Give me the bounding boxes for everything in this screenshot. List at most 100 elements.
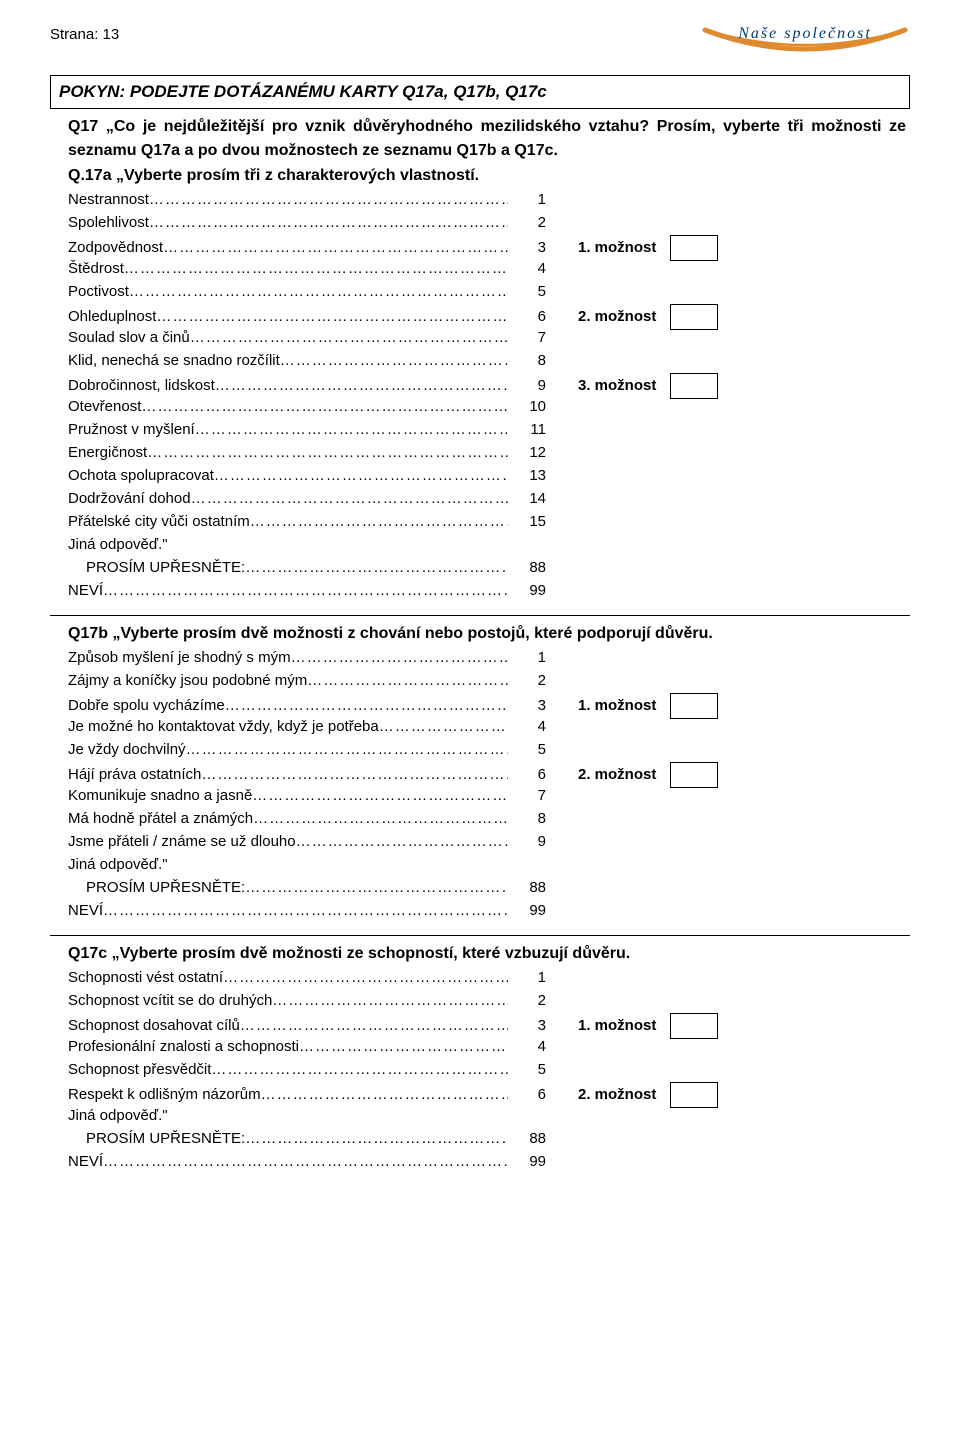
list-item: Zodpovědnost31. možnost <box>68 235 906 258</box>
item-number: 5 <box>508 1059 550 1081</box>
item-label: Poctivost <box>68 281 129 303</box>
item-number: 12 <box>508 442 550 464</box>
divider <box>50 935 910 936</box>
item-number: 5 <box>508 739 550 761</box>
answer-box[interactable] <box>670 235 718 261</box>
other-label: Jiná odpověď." <box>68 1105 168 1127</box>
list-item: Respekt k odlišným názorům 6 2. možnost <box>68 1082 906 1105</box>
list-item: Dobře spolu vycházíme31. možnost <box>68 693 906 716</box>
dots <box>245 877 508 899</box>
list-item: Otevřenost10 <box>68 396 906 419</box>
list-item: Je vždy dochvilný 5 <box>68 739 906 762</box>
list-item: Způsob myšlení je shodný s mým1 <box>68 647 906 670</box>
item-number: 8 <box>508 808 550 830</box>
option-label: 2. možnost <box>578 1084 656 1106</box>
item-number: 2 <box>508 990 550 1012</box>
divider <box>50 615 910 616</box>
dots <box>261 1084 508 1106</box>
dots <box>272 990 508 1012</box>
nevi-num: 99 <box>508 580 550 602</box>
item-label: Zodpovědnost <box>68 237 163 259</box>
item-number: 13 <box>508 465 550 487</box>
dots <box>245 557 508 579</box>
item-number: 9 <box>508 831 550 853</box>
item-label: Klid, nenechá se snadno rozčílit <box>68 350 280 372</box>
item-number: 11 <box>508 419 550 441</box>
item-label: Schopnost dosahovat cílů <box>68 1015 240 1037</box>
item-label: Je možné ho kontaktovat vždy, když je po… <box>68 716 379 738</box>
dots <box>191 488 508 510</box>
dots <box>103 900 508 922</box>
option-label: 2. možnost <box>578 306 656 328</box>
dots <box>149 189 508 211</box>
option-label: 1. možnost <box>578 695 656 717</box>
list-item: Ochota spolupracovat13 <box>68 465 906 488</box>
other-num: 88 <box>508 1128 550 1150</box>
item-label: Přátelské city vůči ostatním <box>68 511 250 533</box>
other-sub-label: PROSÍM UPŘESNĚTE: <box>68 877 245 899</box>
dots <box>296 831 508 853</box>
item-label: Ohleduplnost <box>68 306 156 328</box>
q17c-title: Q17c „Vyberte prosím dvě možnosti ze sch… <box>68 942 906 965</box>
dots <box>186 739 508 761</box>
item-label: Dodržování dohod <box>68 488 191 510</box>
nevi-label: NEVÍ <box>68 1151 103 1173</box>
item-number: 4 <box>508 258 550 280</box>
item-number: 2 <box>508 670 550 692</box>
other-sub-label: PROSÍM UPŘESNĚTE: <box>68 557 245 579</box>
item-number: 9 <box>508 375 550 397</box>
dots <box>124 258 508 280</box>
item-number: 7 <box>508 785 550 807</box>
q17b-items: Způsob myšlení je shodný s mým1Zájmy a k… <box>68 647 906 854</box>
dots <box>214 465 508 487</box>
item-number: 4 <box>508 716 550 738</box>
item-label: Pružnost v myšlení <box>68 419 195 441</box>
q17b-other-row: Jiná odpověď." <box>68 854 906 877</box>
list-item: Pružnost v myšlení 11 <box>68 419 906 442</box>
q17a-other-sub-row: PROSÍM UPŘESNĚTE: 88 <box>68 557 906 580</box>
dots <box>225 695 508 717</box>
list-item: Jsme přáteli / známe se už dlouho 9 <box>68 831 906 854</box>
dots <box>252 785 508 807</box>
item-label: Má hodně přátel a známých <box>68 808 253 830</box>
q17a-other-row: Jiná odpověď." <box>68 534 906 557</box>
item-label: Spolehlivost <box>68 212 149 234</box>
answer-box[interactable] <box>670 373 718 399</box>
q17b-title: Q17b „Vyberte prosím dvě možnosti z chov… <box>68 622 906 645</box>
item-label: Dobročinnost, lidskost <box>68 375 215 397</box>
dots <box>250 511 508 533</box>
item-label: Respekt k odlišným názorům <box>68 1084 261 1106</box>
other-label: Jiná odpověď." <box>68 534 168 556</box>
dots <box>147 442 508 464</box>
dots <box>163 237 508 259</box>
item-number: 6 <box>508 1084 550 1106</box>
dots <box>103 580 508 602</box>
q17c-items: Schopnosti vést ostatní1Schopnost vcítit… <box>68 967 906 1105</box>
dots <box>129 281 508 303</box>
answer-box[interactable] <box>670 762 718 788</box>
answer-box[interactable] <box>670 693 718 719</box>
answer-box[interactable] <box>670 304 718 330</box>
logo: Naše společnost <box>700 24 910 65</box>
answer-box[interactable] <box>670 1013 718 1039</box>
dots <box>103 1151 508 1173</box>
q17c-nevi-row: NEVÍ 99 <box>68 1151 906 1174</box>
list-item: Schopnost dosahovat cílů31. možnost <box>68 1013 906 1036</box>
list-item: Přátelské city vůči ostatním15 <box>68 511 906 534</box>
answer-box[interactable] <box>670 1082 718 1108</box>
item-label: Soulad slov a činů <box>68 327 190 349</box>
q17-title: Q17 „Co je nejdůležitější pro vznik důvě… <box>68 115 906 161</box>
dots <box>149 212 508 234</box>
item-number: 1 <box>508 967 550 989</box>
q17b-other-sub-row: PROSÍM UPŘESNĚTE: 88 <box>68 877 906 900</box>
item-label: Otevřenost <box>68 396 141 418</box>
item-label: Energičnost <box>68 442 147 464</box>
q17c-other-sub-row: PROSÍM UPŘESNĚTE: 88 <box>68 1128 906 1151</box>
nevi-label: NEVÍ <box>68 900 103 922</box>
item-label: Je vždy dochvilný <box>68 739 186 761</box>
dots <box>299 1036 508 1058</box>
item-number: 2 <box>508 212 550 234</box>
logo-text: Naše společnost <box>737 25 872 42</box>
list-item: Schopnosti vést ostatní1 <box>68 967 906 990</box>
item-label: Jsme přáteli / známe se už dlouho <box>68 831 296 853</box>
